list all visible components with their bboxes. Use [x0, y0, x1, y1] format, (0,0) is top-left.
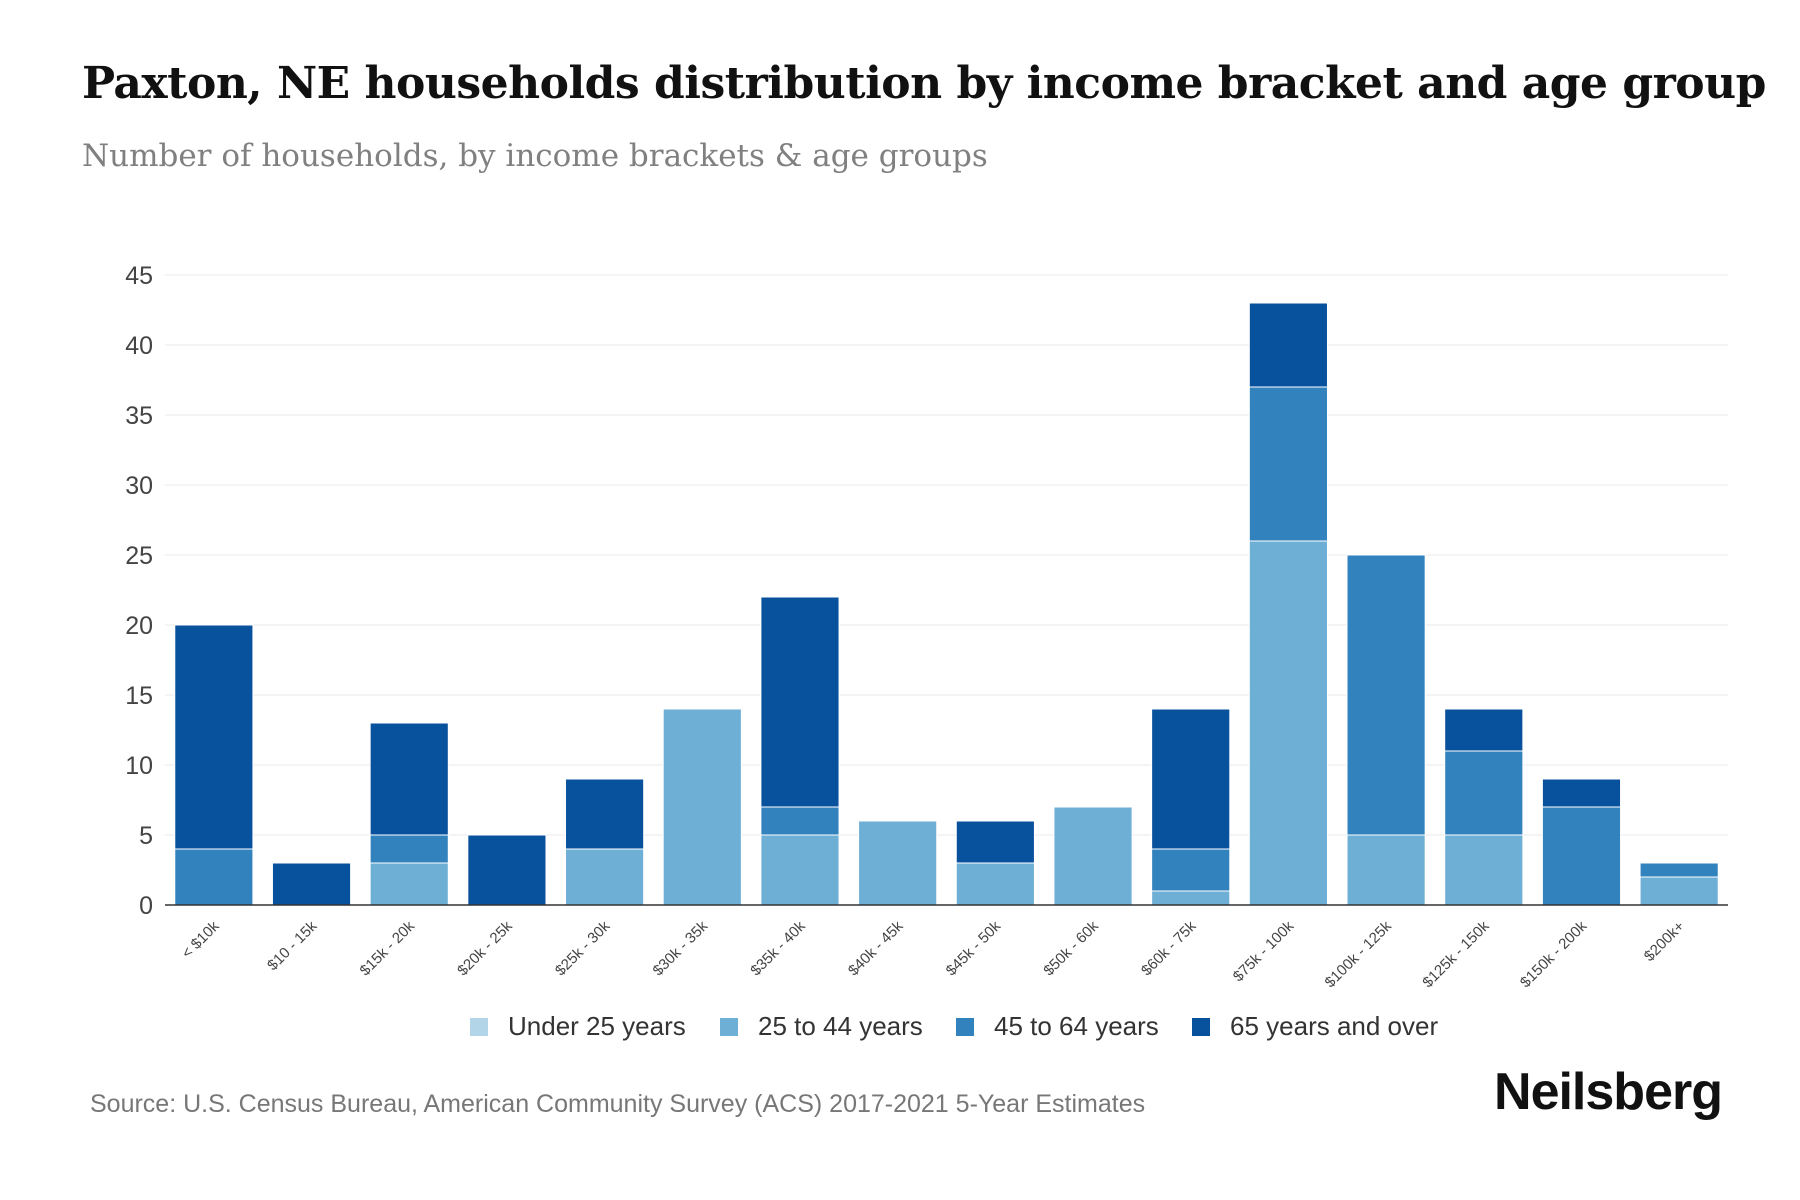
y-tick-label: 20	[125, 612, 153, 640]
x-tick-label: $45k - 50k	[943, 917, 1005, 979]
bars	[174, 302, 1719, 906]
bar-segment	[1346, 554, 1426, 836]
bar-segment	[760, 806, 840, 836]
bar-segment	[565, 778, 645, 850]
bar-segment	[1151, 890, 1231, 906]
legend-label: 25 to 44 years	[758, 1011, 923, 1041]
bar-segment	[1151, 848, 1231, 892]
y-tick-label: 25	[125, 542, 153, 570]
y-tick-label: 15	[125, 682, 153, 710]
bar-segment	[565, 848, 645, 906]
legend: Under 25 years 25 to 44 years 45 to 64 yea…	[470, 1011, 1438, 1041]
x-tick-label: $200k+	[1641, 918, 1688, 965]
chart-title: Paxton, NE households distribution by in…	[82, 58, 1766, 109]
y-tick-label: 45	[125, 262, 153, 290]
x-tick-label: $40k - 45k	[845, 917, 907, 979]
legend-swatch	[956, 1018, 974, 1036]
bar-segment	[174, 848, 254, 906]
x-tick-label: $20k - 25k	[454, 917, 516, 979]
brand-logo: Neilsberg	[1494, 1063, 1723, 1121]
x-tick-label: $150k - 200k	[1517, 917, 1591, 991]
y-tick-label: 30	[125, 472, 153, 500]
y-tick-label: 5	[139, 822, 153, 850]
bar-segment	[369, 862, 449, 906]
legend-label: 65 years and over	[1230, 1011, 1438, 1041]
bar-segment	[1639, 876, 1719, 906]
legend-swatch	[1192, 1018, 1210, 1036]
bar-segment	[1639, 862, 1719, 878]
legend-swatch	[720, 1018, 738, 1036]
legend-swatch	[470, 1018, 488, 1036]
gridlines	[165, 274, 1728, 836]
y-tick-label: 35	[125, 402, 153, 430]
x-tick-label: $75k - 100k	[1230, 917, 1298, 985]
x-tick-label: $30k - 35k	[650, 917, 712, 979]
x-tick-label: $15k - 20k	[356, 917, 418, 979]
bar-segment	[1444, 708, 1524, 752]
chart-subtitle: Number of households, by income brackets…	[82, 138, 988, 174]
bar-segment	[1444, 834, 1524, 906]
y-axis: 0 5 10 15 20 25 30 35 40 45	[125, 262, 153, 920]
bar-segment	[1541, 806, 1622, 906]
bar-segment	[1151, 708, 1231, 850]
bar-segment	[1541, 778, 1622, 808]
bar-segment	[955, 862, 1035, 906]
bar-segment	[1248, 540, 1328, 906]
bar-segment	[760, 834, 840, 906]
bar-segment	[955, 820, 1035, 864]
legend-label: 45 to 64 years	[994, 1011, 1159, 1041]
x-tick-label: $100k - 125k	[1322, 917, 1396, 991]
x-tick-label: < $10k	[179, 917, 224, 962]
bar-segment	[1346, 834, 1426, 906]
bar-segment	[1248, 302, 1328, 388]
bar-segment	[662, 708, 742, 906]
x-tick-label: $60k - 75k	[1138, 917, 1200, 979]
x-tick-label: $25k - 30k	[552, 917, 614, 979]
stacked-bar-chart: 0 5 10 15 20 25 30 35 40 45 < $10k $10 - 15k $15k -…	[125, 262, 1728, 1041]
x-tick-label: $35k - 40k	[747, 917, 809, 979]
y-tick-label: 40	[125, 332, 153, 360]
bar-segment	[858, 820, 938, 906]
bar-segment	[760, 596, 840, 808]
bar-segment	[467, 834, 547, 906]
x-axis: < $10k $10 - 15k $15k - 20k $20k - 25k $25k …	[165, 904, 1728, 991]
x-tick-label: $10 - 15k	[264, 917, 321, 974]
bar-segment	[1444, 750, 1524, 836]
x-tick-label: $50k - 60k	[1040, 917, 1102, 979]
bar-segment	[369, 722, 449, 836]
bar-segment	[369, 834, 449, 864]
legend-label: Under 25 years	[508, 1011, 686, 1041]
bar-segment	[174, 624, 254, 850]
y-tick-label: 10	[125, 752, 153, 780]
bar-segment	[271, 862, 352, 906]
bar-segment	[1248, 386, 1328, 542]
source-note: Source: U.S. Census Bureau, American Com…	[90, 1090, 1146, 1118]
y-tick-label: 0	[139, 892, 153, 920]
bar-segment	[1053, 806, 1133, 906]
x-tick-label: $125k - 150k	[1419, 917, 1493, 991]
